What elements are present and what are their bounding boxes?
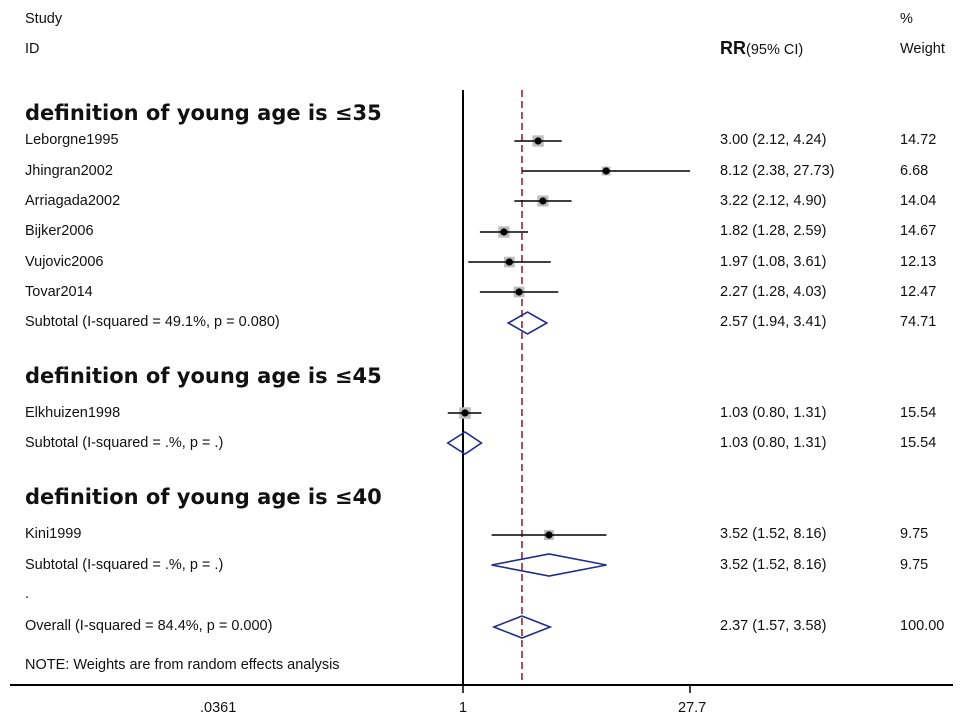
x-tick-label: .0361: [200, 700, 237, 716]
subtotal-ci: 1.03 (0.80, 1.31): [720, 435, 827, 451]
point-estimate: [545, 531, 553, 539]
overall-weight: 100.00: [900, 618, 945, 634]
group-title-35: definition of young age is ≤35: [25, 101, 382, 125]
study-label: Jhingran2002: [25, 163, 113, 179]
header-id: ID: [25, 41, 40, 57]
point-estimate: [534, 137, 542, 145]
study-label: Bijker2006: [25, 223, 94, 239]
overall-ci: 2.37 (1.57, 3.58): [720, 618, 827, 634]
study-weight: 9.75: [900, 526, 929, 542]
header-percent: %: [900, 11, 913, 27]
point-estimate: [461, 409, 469, 417]
subtotal-label: Subtotal (I-squared = .%, p = .): [25, 557, 224, 573]
point-estimate: [505, 258, 513, 266]
study-weight: 6.68: [900, 163, 929, 179]
point-estimate: [539, 197, 547, 205]
study-weight: 15.54: [900, 405, 937, 421]
subtotal-label: Subtotal (I-squared = .%, p = .): [25, 435, 224, 451]
subtotal-diamond: [506, 311, 549, 335]
subtotal-diamond: [491, 553, 607, 577]
subtotal-ci: 3.52 (1.52, 8.16): [720, 557, 827, 573]
study-ci: 3.22 (2.12, 4.90): [720, 193, 827, 209]
subtotal-weight: 9.75: [900, 557, 929, 573]
header-rr-label: RR: [720, 38, 746, 58]
study-label: Arriagada2002: [25, 193, 121, 209]
study-label: Kini1999: [25, 526, 82, 542]
spacer-dot: .: [25, 586, 30, 602]
study-label: Elkhuizen1998: [25, 405, 121, 421]
study-weight: 12.47: [900, 284, 937, 300]
study-ci: 3.52 (1.52, 8.16): [720, 526, 827, 542]
point-estimate: [500, 228, 508, 236]
study-weight: 14.04: [900, 193, 937, 209]
study-ci: 1.97 (1.08, 3.61): [720, 254, 827, 270]
point-estimate: [602, 167, 610, 175]
overall-diamond: [491, 615, 553, 639]
subtotal-diamond: [446, 431, 483, 455]
study-label: Vujovic2006: [25, 254, 104, 270]
group-title-45: definition of young age is ≤45: [25, 364, 382, 388]
study-ci: 1.03 (0.80, 1.31): [720, 405, 827, 421]
header-weight: Weight: [900, 41, 945, 57]
study-weight: 14.67: [900, 223, 937, 239]
group-title-40: definition of young age is ≤40: [25, 485, 382, 509]
study-weight: 14.72: [900, 132, 937, 148]
point-estimate: [515, 288, 523, 296]
x-tick-label: 1: [459, 700, 468, 716]
study-label: Leborgne1995: [25, 132, 119, 148]
study-ci: 2.27 (1.28, 4.03): [720, 284, 827, 300]
header-study: Study: [25, 11, 63, 27]
study-weight: 12.13: [900, 254, 937, 270]
header-rr: RR(95% CI): [720, 39, 803, 59]
subtotal-label: Subtotal (I-squared = 49.1%, p = 0.080): [25, 314, 280, 330]
subtotal-weight: 74.71: [900, 314, 937, 330]
x-tick-label: 27.7: [678, 700, 707, 716]
subtotal-weight: 15.54: [900, 435, 937, 451]
study-label: Tovar2014: [25, 284, 93, 300]
study-ci: 8.12 (2.38, 27.73): [720, 163, 835, 179]
study-ci: 1.82 (1.28, 2.59): [720, 223, 827, 239]
overall-label: Overall (I-squared = 84.4%, p = 0.000): [25, 618, 273, 634]
footnote: NOTE: Weights are from random effects an…: [25, 657, 340, 673]
subtotal-ci: 2.57 (1.94, 3.41): [720, 314, 827, 330]
header-ci-label: (95% CI): [746, 42, 804, 58]
study-ci: 3.00 (2.12, 4.24): [720, 132, 827, 148]
